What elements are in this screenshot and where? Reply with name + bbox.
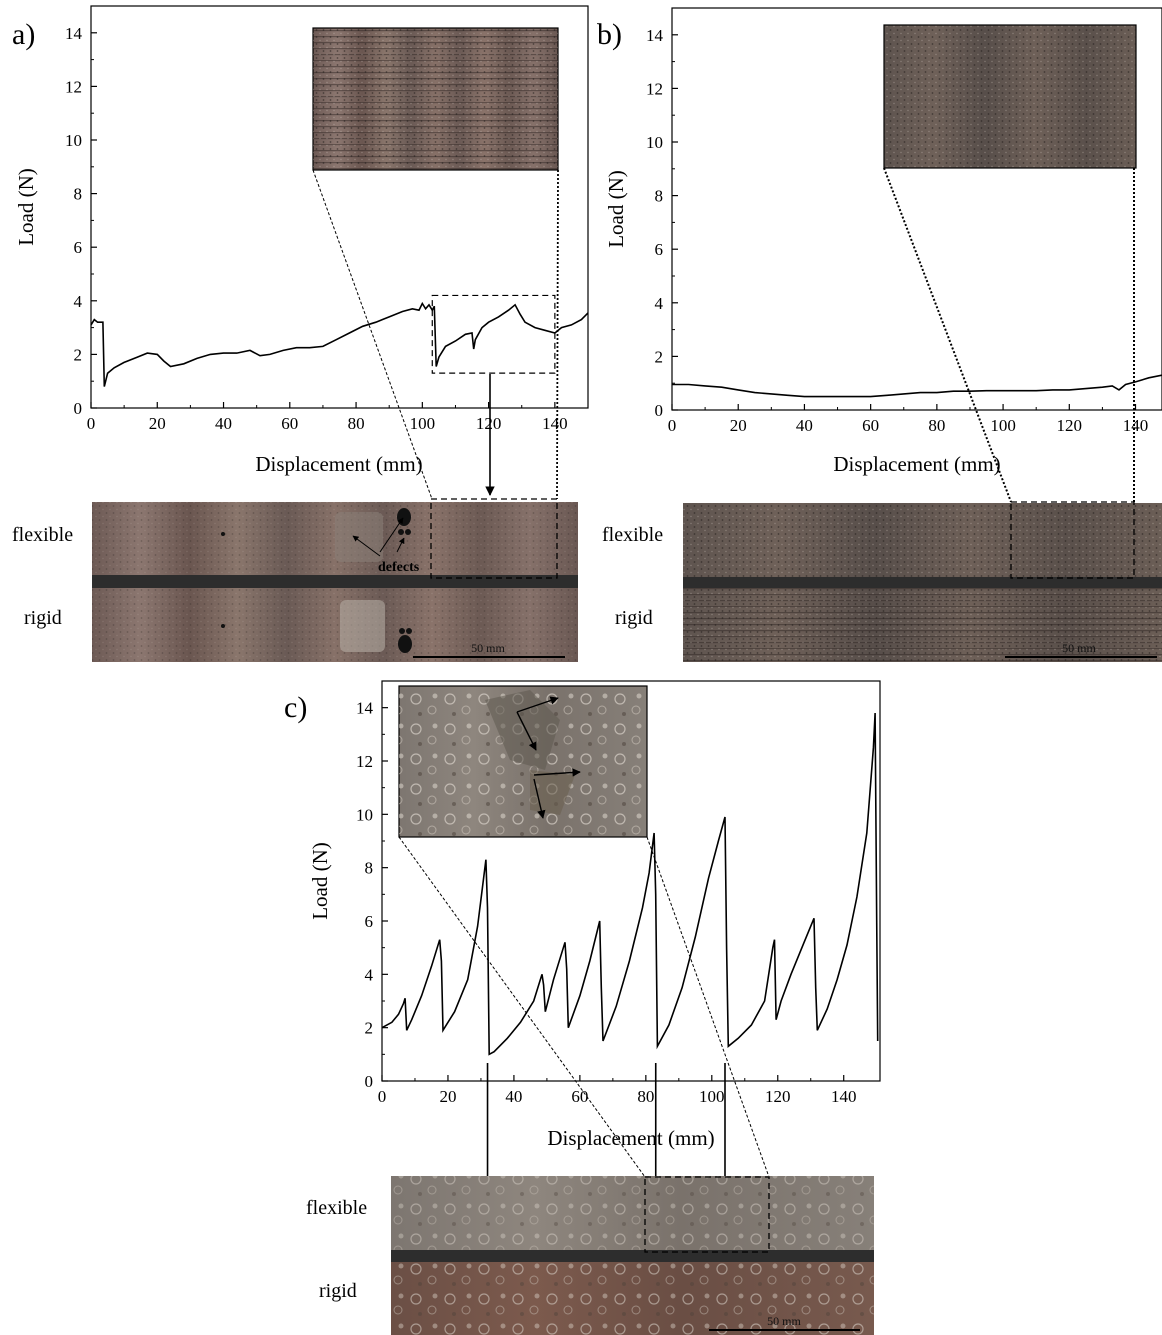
- y-tick-label-b-2: 2: [655, 347, 664, 366]
- x-tick-label-a-60: 60: [281, 414, 298, 433]
- x-axis-title-b: Displacement (mm): [833, 452, 1000, 476]
- axis-ticks-c: 0 20 40 60 80 100 120 140 0 2 4 6 8 10 12 14: [356, 699, 856, 1106]
- y-tick-label-a-2: 2: [74, 345, 83, 364]
- annotation-defects: defects: [378, 560, 420, 575]
- y-tick-label-c-8: 8: [365, 859, 374, 878]
- panel-c: c) 0 20 40 60 80 100 120 140 0 2 4 6 8 10 12 14 Displac…: [284, 680, 881, 1335]
- plot-frame-c: [381, 680, 881, 1082]
- x-tick-label-b-120: 120: [1057, 416, 1083, 435]
- y-tick-label-b-6: 6: [655, 240, 664, 259]
- axis-ticks-a: 0 20 40 60 80 100 120 140 0 2 4 6 8 10 12 14: [65, 24, 568, 433]
- x-tick-label-c-120: 120: [765, 1087, 791, 1106]
- panel-letter-b: b): [597, 18, 622, 51]
- panel-letter-a: a): [12, 18, 35, 51]
- y-tick-label-c-14: 14: [356, 699, 374, 718]
- y-tick-label-c-10: 10: [356, 805, 373, 824]
- x-tick-label-c-40: 40: [505, 1087, 522, 1106]
- x-tick-label-a-100: 100: [410, 414, 436, 433]
- y-tick-label-c-4: 4: [365, 965, 374, 984]
- y-tick-label-b-4: 4: [655, 294, 664, 313]
- x-tick-label-a-80: 80: [348, 414, 365, 433]
- connector-line-a-right: [556, 169, 559, 500]
- connector-line-c-right: [646, 836, 770, 1178]
- photo-highlight-box-a: [430, 498, 558, 579]
- axis-ticks-b: 0 20 40 60 80 100 120 140 0 2 4 6 8 10 12 14: [646, 26, 1148, 435]
- connector-line-b-left: [883, 167, 1012, 503]
- x-tick-label-a-0: 0: [87, 414, 96, 433]
- x-tick-label-c-20: 20: [439, 1087, 456, 1106]
- y-axis-title-c: Load (N): [308, 842, 332, 920]
- x-tick-label-b-140: 140: [1123, 416, 1149, 435]
- y-tick-label-a-8: 8: [74, 185, 83, 204]
- series-line-b: [672, 374, 1162, 398]
- x-tick-label-a-40: 40: [215, 414, 232, 433]
- x-tick-label-c-140: 140: [831, 1087, 857, 1106]
- x-tick-label-b-0: 0: [668, 416, 677, 435]
- inset-micrograph-a: [312, 27, 559, 171]
- y-tick-label-c-12: 12: [356, 752, 373, 771]
- y-tick-label-c-2: 2: [365, 1019, 374, 1038]
- x-tick-label-a-20: 20: [149, 414, 166, 433]
- y-tick-label-b-10: 10: [646, 133, 663, 152]
- scale-label-c: 50 mm: [767, 1314, 801, 1328]
- x-tick-label-a-120: 120: [476, 414, 502, 433]
- x-tick-label-c-0: 0: [378, 1087, 387, 1106]
- plot-frame-b: [671, 7, 1162, 411]
- panel-letter-c: c): [284, 691, 307, 724]
- x-tick-label-b-60: 60: [862, 416, 879, 435]
- series-line-a: [90, 301, 589, 387]
- photo-highlight-box-b: [1010, 501, 1135, 579]
- specimen-photo-b: [683, 503, 1162, 662]
- highlight-box-a: [431, 294, 556, 374]
- scale-label-a: 50 mm: [471, 641, 505, 655]
- connector-line-c-left: [398, 836, 646, 1178]
- panel-b: b) 0 20 40 60 80 100 120 140 0 2 4 6 8 10 12 14 Displac…: [597, 7, 1162, 662]
- y-axis-title-b: Load (N): [604, 170, 628, 248]
- inset-micrograph-c: [398, 685, 648, 838]
- y-tick-label-a-10: 10: [65, 131, 82, 150]
- y-tick-label-b-14: 14: [646, 26, 664, 45]
- x-tick-label-a-140: 140: [542, 414, 568, 433]
- x-tick-label-b-100: 100: [990, 416, 1016, 435]
- x-tick-label-c-60: 60: [571, 1087, 588, 1106]
- x-axis-title-c: Displacement (mm): [547, 1126, 714, 1150]
- plot-frame-a: [90, 5, 589, 409]
- scale-label-b: 50 mm: [1062, 641, 1096, 655]
- y-tick-label-b-8: 8: [655, 187, 664, 206]
- specimen-photo-c: [391, 1176, 874, 1335]
- label-rigid-b: rigid: [615, 607, 653, 629]
- y-tick-label-c-6: 6: [365, 912, 374, 931]
- connector-line-a-left: [312, 169, 433, 500]
- x-tick-label-b-80: 80: [928, 416, 945, 435]
- y-tick-label-a-6: 6: [74, 238, 83, 257]
- y-tick-label-a-14: 14: [65, 24, 83, 43]
- y-tick-label-a-12: 12: [65, 77, 82, 96]
- label-flexible-a: flexible: [12, 524, 73, 546]
- y-axis-title-a: Load (N): [14, 168, 38, 246]
- x-tick-label-b-40: 40: [796, 416, 813, 435]
- series-line-c: [381, 712, 879, 1056]
- label-flexible-b: flexible: [602, 524, 663, 546]
- specimen-photo-a: [92, 502, 578, 662]
- y-tick-label-b-12: 12: [646, 79, 663, 98]
- x-tick-label-c-80: 80: [637, 1087, 654, 1106]
- x-tick-label-c-100: 100: [699, 1087, 725, 1106]
- y-tick-label-b-0: 0: [655, 401, 664, 420]
- label-rigid-c: rigid: [319, 1280, 357, 1302]
- y-tick-label-c-0: 0: [365, 1072, 374, 1091]
- label-flexible-c: flexible: [306, 1197, 367, 1219]
- y-tick-label-a-0: 0: [74, 399, 83, 418]
- x-tick-label-b-20: 20: [730, 416, 747, 435]
- photo-highlight-box-c: [644, 1176, 770, 1253]
- x-axis-title-a: Displacement (mm): [255, 452, 422, 476]
- label-rigid-a: rigid: [24, 607, 62, 629]
- panel-a: a) 0 20 40 60 80 100 120 140 0 2 4 6 8 10 12 14 Displac…: [12, 5, 589, 662]
- inset-micrograph-b: [883, 24, 1137, 169]
- y-tick-label-a-4: 4: [74, 292, 83, 311]
